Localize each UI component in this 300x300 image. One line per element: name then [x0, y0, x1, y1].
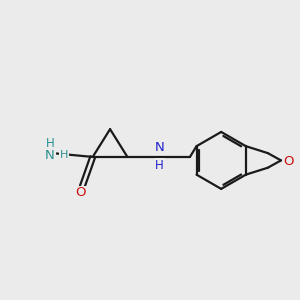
- Text: O: O: [284, 154, 294, 168]
- Text: O: O: [75, 186, 86, 199]
- Text: H: H: [46, 137, 54, 150]
- Text: N: N: [45, 149, 55, 162]
- Text: H: H: [155, 159, 164, 172]
- Text: N: N: [155, 141, 165, 154]
- Text: H: H: [60, 150, 68, 160]
